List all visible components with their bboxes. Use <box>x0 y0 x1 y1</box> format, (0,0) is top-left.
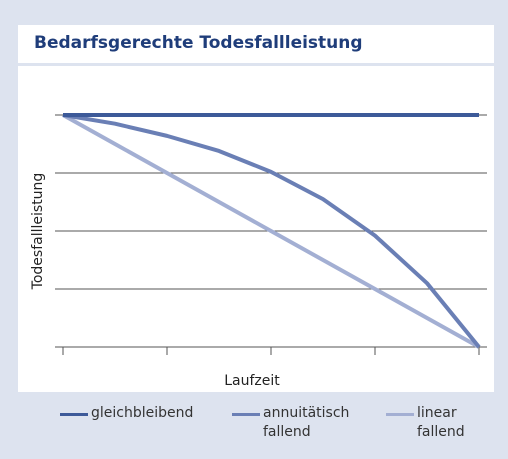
legend-swatch <box>232 413 260 416</box>
legend-label: annuitätisch fallend <box>263 405 350 440</box>
legend-item: annuitätisch fallend <box>232 404 358 442</box>
legend-label: linear fallend <box>417 405 465 440</box>
legend-item: linear fallend <box>386 404 475 442</box>
line-series <box>62 113 481 349</box>
chart-title: Bedarfsgerechte Todesfallleistung <box>18 25 494 63</box>
legend-label: gleichbleibend <box>91 405 194 421</box>
y-axis-label: Todesfallleistung <box>30 173 46 291</box>
legend-swatch <box>386 413 414 416</box>
legend-swatch <box>60 413 88 416</box>
x-axis-label: Laufzeit <box>224 373 280 389</box>
legend-item: gleichbleibend <box>60 404 194 423</box>
line-series <box>62 113 480 349</box>
